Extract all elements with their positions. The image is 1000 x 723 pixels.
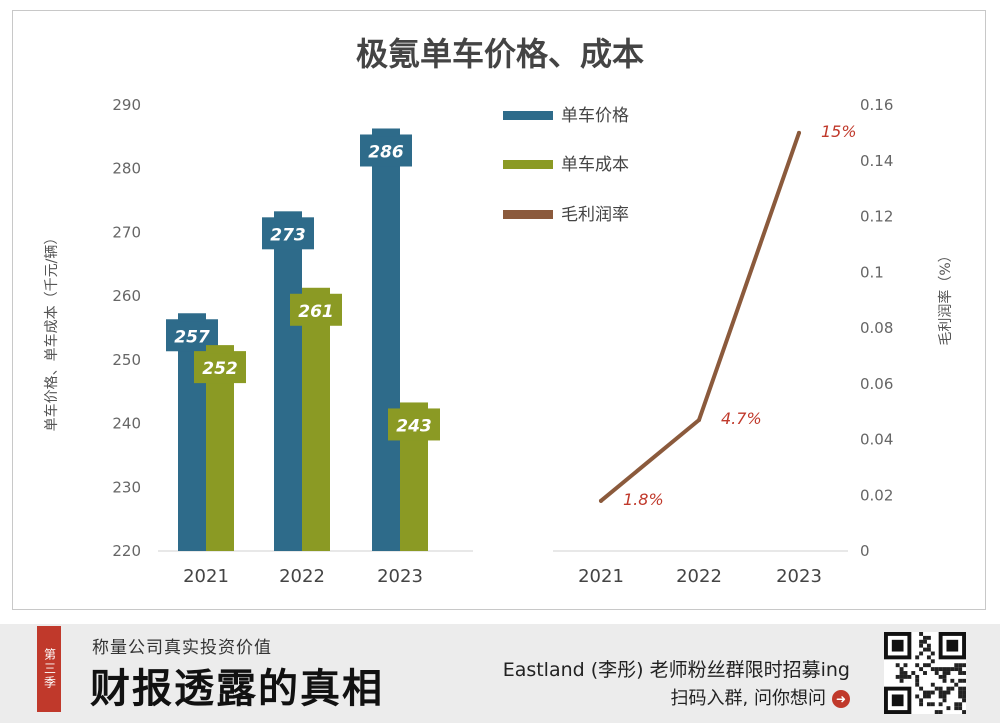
x-tick-label-left: 2021 <box>183 566 229 587</box>
y-tick-label-left: 280 <box>112 160 141 178</box>
legend-label: 单车价格 <box>561 106 629 126</box>
data-label-bg <box>388 408 440 441</box>
y-tick-label-right: 0.1 <box>860 263 884 281</box>
y-tick-label-left: 230 <box>112 478 141 496</box>
data-label-cap <box>206 345 234 354</box>
y-tick-label-left: 240 <box>112 415 141 433</box>
y-tick-label-right: 0 <box>860 542 870 560</box>
slogan-text: 称量公司真实投资价值 <box>92 638 272 658</box>
bar-price <box>372 130 400 551</box>
line-data-label: 4.7% <box>721 409 762 428</box>
y-axis-title-left: 单车价格、单车成本（千元/辆） <box>43 231 60 432</box>
arrow-right-circle-icon: ➜ <box>832 690 850 708</box>
data-label-bg <box>262 217 314 250</box>
data-label-cap <box>178 313 206 322</box>
legend-swatch <box>503 111 553 120</box>
series-line-margin <box>599 130 801 503</box>
bar-price <box>274 213 302 552</box>
y-tick-label-left: 220 <box>112 542 141 560</box>
scan-line: 扫码入群, 问你想问 ➜ <box>671 684 850 710</box>
line-data-label: 15% <box>821 122 857 141</box>
legend-label: 单车成本 <box>561 155 629 175</box>
data-label-cap <box>372 128 400 137</box>
x-tick-label-right: 2023 <box>776 566 822 587</box>
data-label-bg <box>360 134 412 167</box>
data-label-cap <box>302 287 330 296</box>
x-tick-label-left: 2023 <box>377 566 423 587</box>
data-label: 286 <box>368 142 404 162</box>
data-label: 257 <box>174 327 210 347</box>
data-label-cap <box>274 211 302 220</box>
line-data-label: 1.8% <box>623 490 664 509</box>
scan-text: 扫码入群, 问你想问 <box>670 688 826 709</box>
qr-code-icon[interactable] <box>884 632 966 714</box>
y-axis-title-right: 毛利润率（%） <box>937 248 954 345</box>
data-point <box>697 417 701 422</box>
brand-title: 财报透露的真相 <box>90 665 384 712</box>
recruit-text: Eastland (李彤) 老师粉丝群限时招募ing <box>502 659 850 681</box>
x-tick-label-left: 2022 <box>279 566 325 587</box>
promo-banner <box>0 624 1000 723</box>
y-tick-label-right: 0.08 <box>860 319 893 337</box>
chart-svg: 极氪单车价格、成本 220 230 240 250 260 270 280 290 单车价格、单车… <box>43 35 954 587</box>
y-tick-label-right: 0.04 <box>860 431 893 449</box>
chart-title: 极氪单车价格、成本 <box>356 35 644 73</box>
y-tick-label-right: 0.12 <box>860 208 893 226</box>
y-tick-label-right: 0.16 <box>860 96 893 114</box>
bar-cost <box>302 289 330 551</box>
y-tick-label-right: 0.14 <box>860 152 893 170</box>
y-tick-label-left: 250 <box>112 351 141 369</box>
data-point <box>797 130 801 135</box>
x-tick-label-right: 2022 <box>676 566 722 587</box>
y-tick-label-left: 270 <box>112 223 141 241</box>
data-label-cap <box>400 402 428 411</box>
legend-swatch <box>503 210 553 219</box>
data-label-bg <box>194 351 246 384</box>
data-label: 273 <box>270 225 306 245</box>
data-label-bg <box>290 293 342 326</box>
data-label: 243 <box>396 416 432 436</box>
data-label: 252 <box>202 359 238 379</box>
chart-frame: 极氪单车价格、成本 220 230 240 250 260 270 280 290 单车价格、单车… <box>12 10 986 610</box>
legend-label: 毛利润率 <box>561 205 629 225</box>
data-label: 261 <box>298 302 334 322</box>
x-tick-label-right: 2021 <box>578 566 624 587</box>
season-badge: 第三季 <box>37 626 61 712</box>
data-point <box>599 498 603 503</box>
y-tick-label-right: 0.02 <box>860 486 893 504</box>
y-tick-label-left: 290 <box>112 96 141 114</box>
legend-swatch <box>503 160 553 169</box>
y-tick-label-left: 260 <box>112 287 141 305</box>
y-tick-label-right: 0.06 <box>860 375 893 393</box>
